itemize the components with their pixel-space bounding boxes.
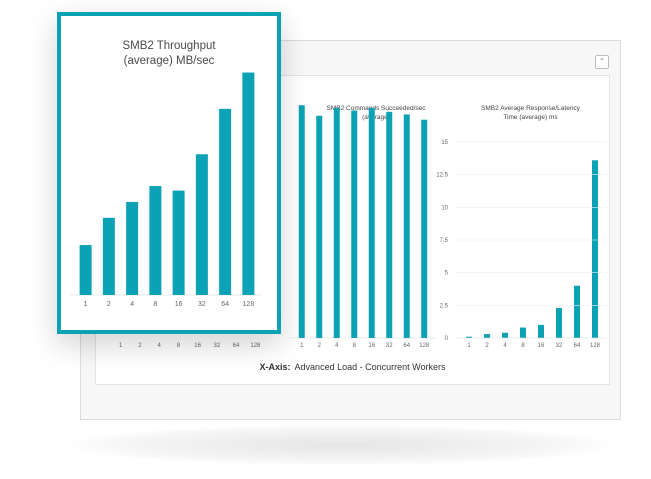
chevron-up-icon[interactable]: ⌃ <box>595 55 609 69</box>
latency-xtick-32: 32 <box>556 343 563 349</box>
xaxis-caption-row: X-Axis: Advanced Load - Concurrent Worker… <box>95 362 610 372</box>
latency-xtick-4: 4 <box>503 343 507 349</box>
latency-chart-title: SMB2 Average Response/Latency Time (aver… <box>468 104 593 123</box>
commands-bar-2 <box>316 115 323 338</box>
latency-xtick-64: 64 <box>574 343 581 349</box>
commands-bar-64 <box>403 114 410 338</box>
commands-chart-title: SMB2 Commands Succeeded/sec (average) <box>306 104 446 123</box>
throughput-xtick-4: 4 <box>130 301 134 308</box>
latency-bar-8 <box>520 327 526 338</box>
underlay-xtick-4: 4 <box>157 343 161 349</box>
latency-bar-64 <box>574 285 580 338</box>
commands-xtick-32: 32 <box>386 343 393 349</box>
latency-ytick-12.5: 12.5 <box>436 173 448 179</box>
latency-bar-4 <box>502 332 508 338</box>
commands-xtick-2: 2 <box>318 343 322 349</box>
latency-bar-2 <box>484 334 490 338</box>
latency-xtick-1: 1 <box>467 343 471 349</box>
latency-ytick-0: 0 <box>445 336 449 342</box>
commands-title-line2: (average) <box>362 114 390 122</box>
throughput-underlay-ticks: 1 2 4 8 16 32 64 128 <box>119 343 261 349</box>
throughput-xtick-2: 2 <box>107 301 111 308</box>
throughput-bar-64 <box>219 108 232 295</box>
throughput-bar-8 <box>149 186 162 295</box>
commands-title-line1: SMB2 Commands Succeeded/sec <box>326 105 426 112</box>
commands-bar-8 <box>351 110 358 338</box>
latency-xtick-2: 2 <box>485 343 489 349</box>
underlay-xtick-1: 1 <box>119 343 123 349</box>
latency-bar-128 <box>592 160 598 338</box>
commands-xtick-4: 4 <box>335 343 339 349</box>
floor-shadow <box>70 425 610 465</box>
latency-xtick-8: 8 <box>521 343 525 349</box>
throughput-xtick-64: 64 <box>221 301 229 308</box>
commands-xtick-8: 8 <box>353 343 357 349</box>
latency-bar-1 <box>466 336 472 338</box>
throughput-chart-title: SMB2 Throughput (average) MB/sec <box>61 39 277 69</box>
underlay-xtick-16: 16 <box>194 343 201 349</box>
latency-ytick-2.5: 2.5 <box>440 303 449 309</box>
latency-bar-32 <box>556 307 562 338</box>
latency-chart: 1 2 4 8 16 32 64 128 0 2.5 5 7.5 10 12.5 15 <box>436 140 606 349</box>
throughput-bar-1 <box>79 245 92 295</box>
commands-xtick-1: 1 <box>300 343 304 349</box>
throughput-callout: SMB2 Throughput (average) MB/sec 1 2 4 8 16 3… <box>57 12 281 334</box>
latency-title-line2: Time (average) ms <box>503 114 558 122</box>
latency-ytick-5: 5 <box>445 271 449 277</box>
commands-xtick-64: 64 <box>403 343 410 349</box>
underlay-xtick-32: 32 <box>214 343 221 349</box>
underlay-xtick-8: 8 <box>177 343 181 349</box>
commands-xtick-128: 128 <box>419 343 430 349</box>
throughput-xtick-128: 128 <box>243 301 255 308</box>
latency-ytick-10: 10 <box>441 205 448 211</box>
latency-ytick-15: 15 <box>441 140 448 146</box>
commands-bar-16 <box>368 107 375 338</box>
throughput-xtick-1: 1 <box>84 301 88 308</box>
xaxis-prefix: X-Axis: <box>259 362 291 372</box>
underlay-xtick-2: 2 <box>138 343 142 349</box>
commands-xtick-16: 16 <box>368 343 375 349</box>
commands-chart: 1 2 4 8 16 32 64 128 <box>289 105 435 349</box>
throughput-bar-4 <box>126 201 139 295</box>
underlay-xtick-128: 128 <box>250 343 261 349</box>
throughput-bar-16 <box>172 190 185 295</box>
throughput-xtick-32: 32 <box>198 301 206 308</box>
underlay-xtick-64: 64 <box>233 343 240 349</box>
xaxis-text: Advanced Load - Concurrent Workers <box>294 362 446 372</box>
latency-xtick-16: 16 <box>538 343 545 349</box>
commands-bar-1 <box>298 105 305 339</box>
throughput-title-line2: (average) MB/sec <box>123 54 215 67</box>
latency-xtick-128: 128 <box>590 343 601 349</box>
throughput-chart: 1 2 4 8 16 32 64 128 <box>70 72 262 308</box>
throughput-bar-32 <box>195 154 208 295</box>
throughput-bar-128 <box>242 72 255 295</box>
latency-bar-16 <box>538 324 544 338</box>
throughput-xtick-16: 16 <box>175 301 183 308</box>
throughput-title-line1: SMB2 Throughput <box>122 40 216 52</box>
latency-title-line1: SMB2 Average Response/Latency <box>481 105 580 112</box>
latency-ytick-7.5: 7.5 <box>440 238 449 244</box>
commands-bar-32 <box>386 111 393 338</box>
commands-bar-4 <box>333 107 340 338</box>
commands-bar-128 <box>421 119 428 339</box>
throughput-bar-2 <box>102 217 115 295</box>
throughput-xtick-8: 8 <box>153 301 157 308</box>
